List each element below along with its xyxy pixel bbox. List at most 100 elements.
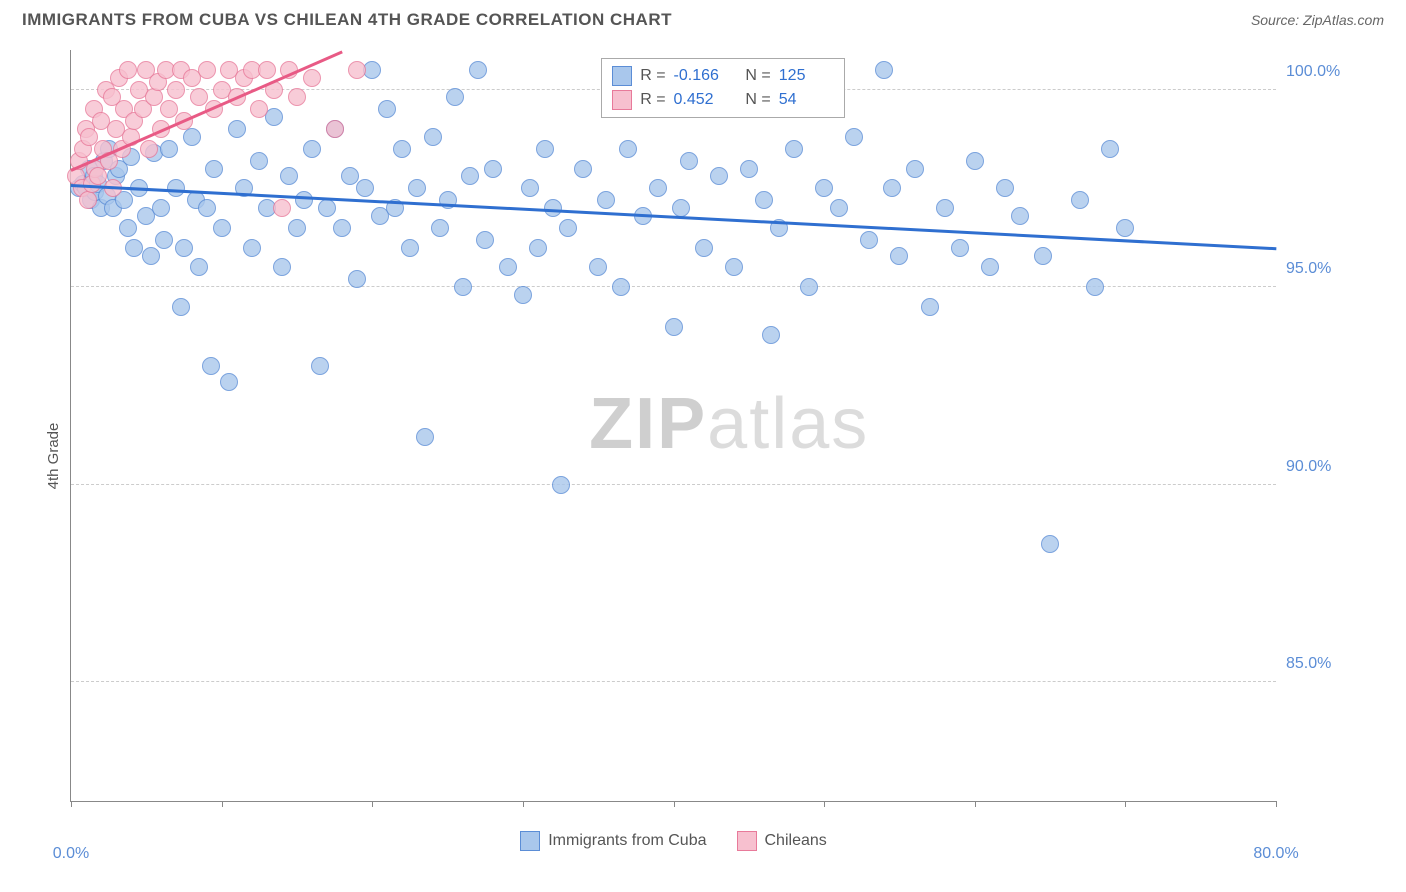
stats-row: R =0.452 N =54 [612,88,834,112]
data-point [672,199,690,217]
data-point [1116,219,1134,237]
stats-box: R =-0.166 N =125R =0.452 N =54 [601,58,845,118]
data-point [875,61,893,79]
data-point [1041,535,1059,553]
data-point [175,239,193,257]
data-point [119,219,137,237]
data-point [883,179,901,197]
x-tick-mark [674,801,675,807]
data-point [725,258,743,276]
stats-row: R =-0.166 N =125 [612,64,834,88]
data-point [125,239,143,257]
data-point [695,239,713,257]
legend-swatch [737,831,757,851]
data-point [597,191,615,209]
data-point [574,160,592,178]
watermark-light: atlas [707,384,869,464]
data-point [981,258,999,276]
data-point [710,167,728,185]
data-point [431,219,449,237]
data-point [830,199,848,217]
data-point [469,61,487,79]
data-point [273,258,291,276]
legend-label: Chileans [765,832,827,850]
data-point [740,160,758,178]
data-point [295,191,313,209]
data-point [183,128,201,146]
series-swatch [612,66,632,86]
data-point [815,179,833,197]
data-point [612,278,630,296]
data-point [280,167,298,185]
data-point [378,100,396,118]
data-point [401,239,419,257]
data-point [966,152,984,170]
y-axis-label: 4th Grade [45,423,62,490]
data-point [213,219,231,237]
data-point [424,128,442,146]
data-point [521,179,539,197]
data-point [288,219,306,237]
scatter-plot: ZIPatlas Immigrants from CubaChileans 85… [70,50,1276,802]
y-tick-label: 100.0% [1286,63,1376,81]
x-tick-mark [523,801,524,807]
data-point [1086,278,1104,296]
data-point [906,160,924,178]
data-point [921,298,939,316]
gridline-h [71,484,1276,485]
data-point [529,239,547,257]
data-point [142,247,160,265]
data-point [303,69,321,87]
stat-r-value: 0.452 [674,88,729,112]
data-point [408,179,426,197]
data-point [288,88,306,106]
data-point [996,179,1014,197]
data-point [303,140,321,158]
data-point [559,219,577,237]
data-point [1071,191,1089,209]
x-tick-mark [1125,801,1126,807]
legend-item: Immigrants from Cuba [520,831,706,851]
x-tick-mark [222,801,223,807]
x-tick-label: 80.0% [1253,845,1298,863]
data-point [152,199,170,217]
watermark-bold: ZIP [589,384,707,464]
legend: Immigrants from Cuba Chileans [71,831,1276,851]
data-point [845,128,863,146]
data-point [348,270,366,288]
data-point [484,160,502,178]
data-point [79,191,97,209]
data-point [416,428,434,446]
x-tick-label: 0.0% [53,845,89,863]
legend-item: Chileans [737,831,827,851]
x-tick-mark [372,801,373,807]
stat-r-label: R = [640,88,665,112]
data-point [190,88,208,106]
data-point [890,247,908,265]
legend-swatch [520,831,540,851]
data-point [514,286,532,304]
data-point [140,140,158,158]
data-point [649,179,667,197]
data-point [160,140,178,158]
data-point [250,152,268,170]
stat-n-value: 125 [779,64,834,88]
data-point [205,160,223,178]
data-point [243,239,261,257]
data-point [860,231,878,249]
data-point [89,167,107,185]
data-point [160,100,178,118]
data-point [318,199,336,217]
stat-n-label: N = [737,64,771,88]
watermark: ZIPatlas [589,383,869,465]
data-point [202,357,220,375]
data-point [499,258,517,276]
data-point [665,318,683,336]
data-point [785,140,803,158]
data-point [454,278,472,296]
data-point [536,140,554,158]
data-point [341,167,359,185]
x-tick-mark [1276,801,1277,807]
data-point [1034,247,1052,265]
data-point [619,140,637,158]
